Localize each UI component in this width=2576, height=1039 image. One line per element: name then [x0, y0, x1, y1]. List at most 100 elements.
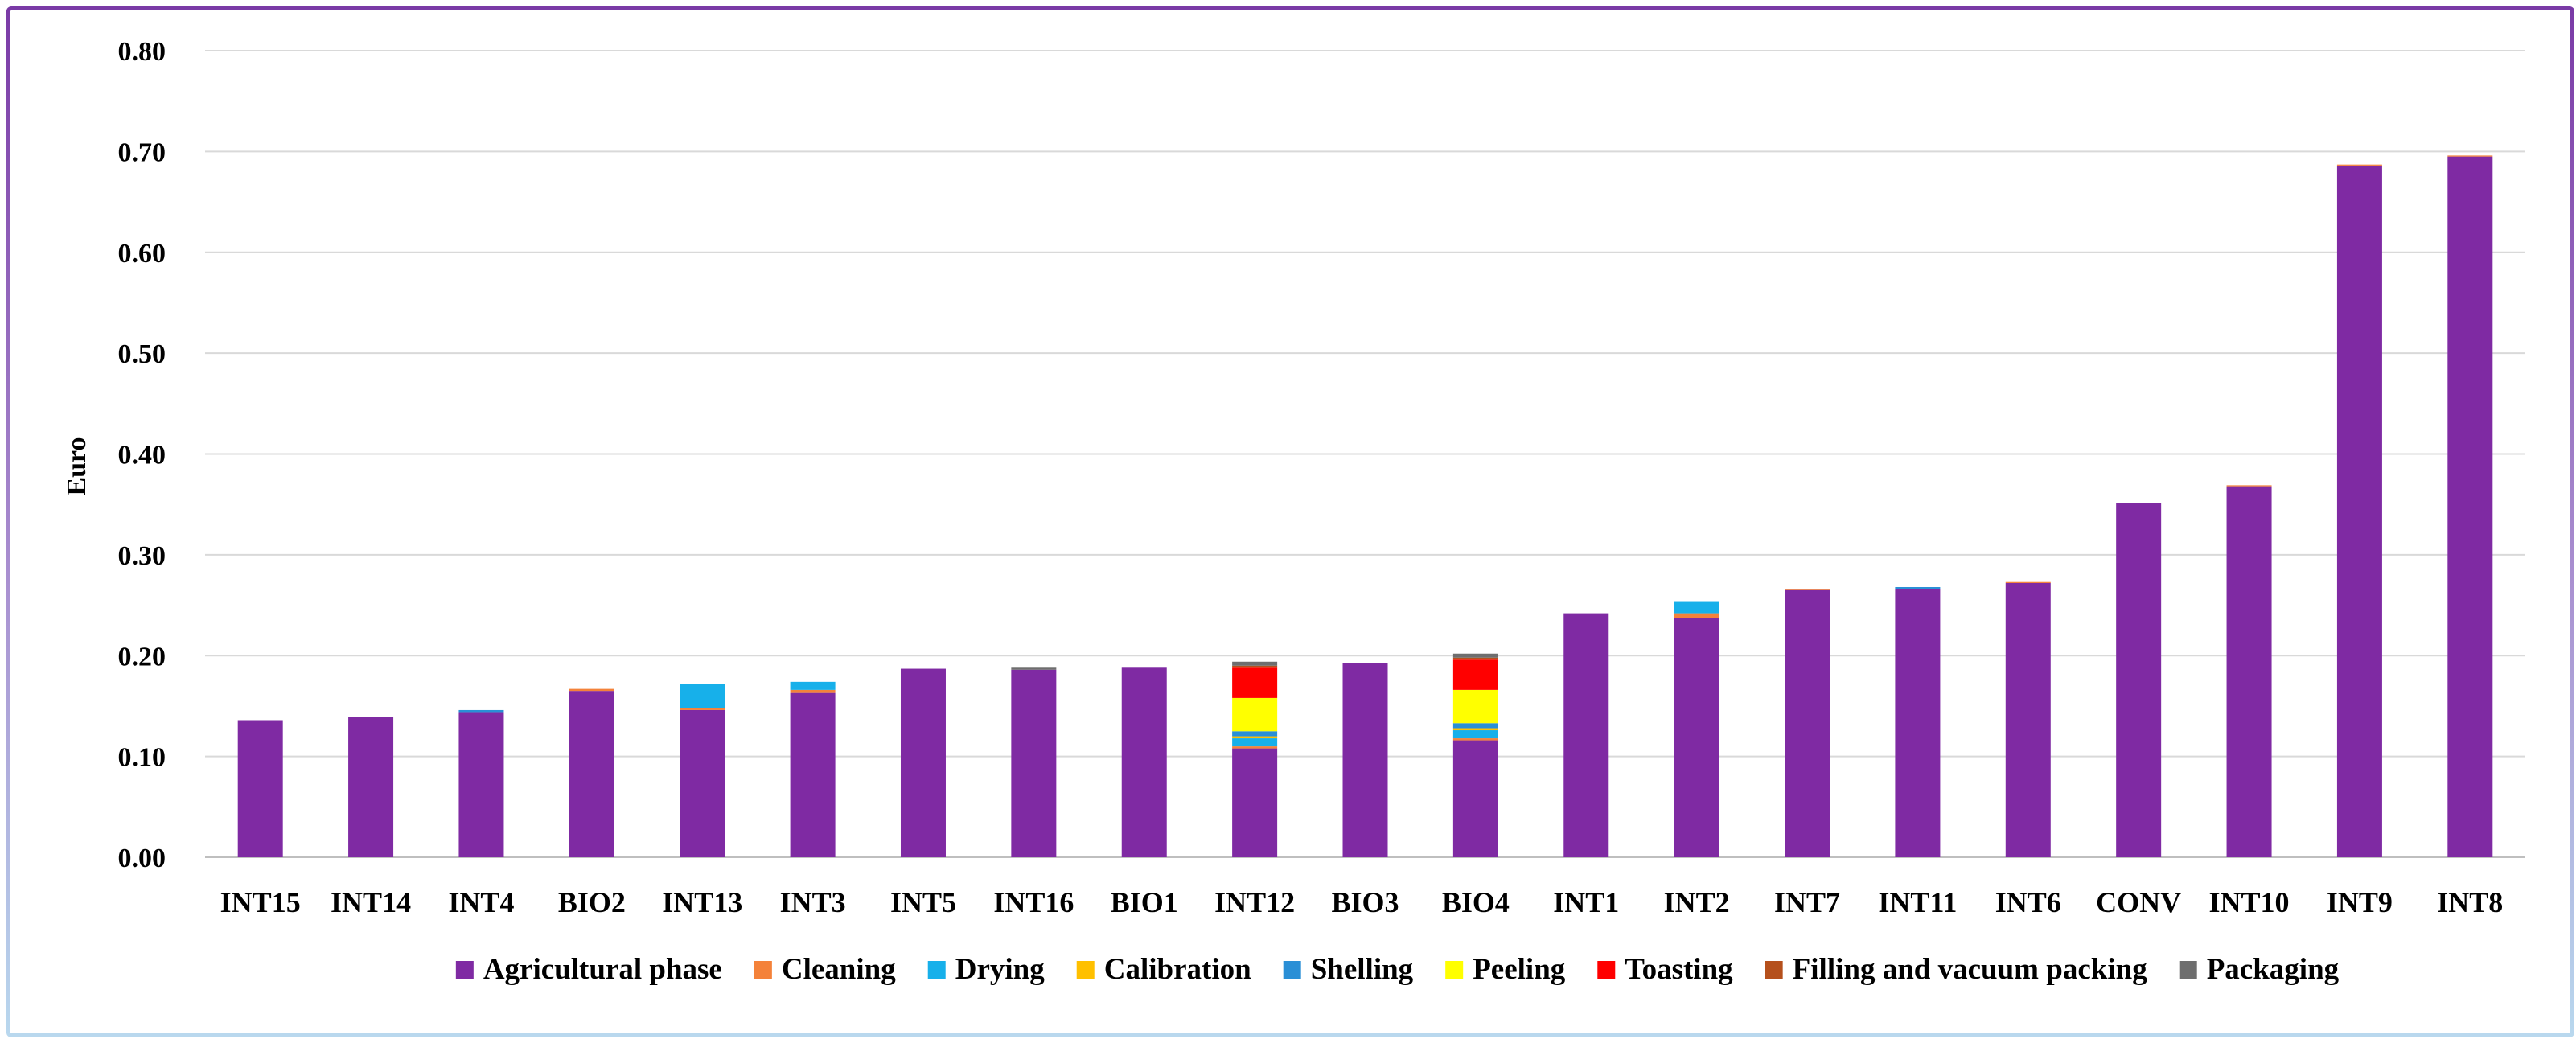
bar-segment-agricultural-phase: [2447, 156, 2493, 858]
bar-stack: [1342, 663, 1388, 857]
bar-segment-drying: [1452, 730, 1498, 739]
x-tick-label: BIO4: [1442, 886, 1510, 918]
bar-segment-cleaning: [2447, 155, 2493, 157]
legend-item: Filling and vacuum packing: [1765, 953, 2147, 986]
bar-stack: [680, 684, 725, 857]
bar-segment-agricultural-phase: [1452, 740, 1498, 857]
x-tick-label: INT5: [890, 886, 956, 918]
bar-segment-agricultural-phase: [1674, 618, 1719, 857]
x-tick-label: INT7: [1774, 886, 1840, 918]
bar-segment-shelling: [1232, 731, 1278, 737]
bar-segment-agricultural-phase: [1563, 613, 1609, 857]
y-tick-label: 0.30: [118, 541, 166, 571]
x-tick-label: BIO3: [1331, 886, 1399, 918]
legend-label: Toasting: [1625, 953, 1733, 986]
legend-swatch: [1076, 961, 1095, 979]
bar-segment-cleaning: [1452, 738, 1498, 741]
bar-stack: [2005, 581, 2051, 857]
x-tick-label: INT15: [220, 886, 301, 918]
legend-label: Agricultural phase: [483, 953, 722, 986]
legend-swatch: [1283, 961, 1301, 979]
x-tick-label: INT8: [2437, 886, 2503, 918]
legend-item: Cleaning: [754, 953, 896, 986]
x-tick-label: INT13: [662, 886, 742, 918]
bar-segment-agricultural-phase: [237, 720, 283, 857]
bar-segment-shelling: [1895, 586, 1941, 589]
bar-segment-agricultural-phase: [569, 691, 614, 857]
bar-stack: [1121, 667, 1167, 857]
bar-segment-shelling: [458, 709, 504, 713]
bar-segment-cleaning: [1674, 613, 1719, 618]
legend-swatch: [754, 961, 772, 979]
bar-segment-drying: [1232, 738, 1278, 747]
bar-stack: [2226, 485, 2272, 857]
x-tick-label: INT16: [993, 886, 1074, 918]
bar-stack: [2336, 164, 2382, 858]
y-tick-label: 0.60: [118, 239, 166, 269]
bar-stack: [790, 681, 836, 857]
legend-swatch: [1597, 961, 1616, 979]
legend-item: Calibration: [1076, 953, 1251, 986]
bar-segment-peeling: [1452, 689, 1498, 724]
legend-item: Agricultural phase: [455, 953, 722, 986]
x-tick-label: BIO2: [558, 886, 626, 918]
bar-stack: [237, 720, 283, 857]
y-axis-label: Euro: [62, 437, 92, 495]
bar-segment-drying: [1674, 601, 1719, 614]
x-tick-label: CONV: [2096, 886, 2181, 918]
bar-segment-agricultural-phase: [2336, 165, 2382, 858]
x-tick-labels: INT15 INT14 INT4 BIO2 INT13 INT3 INT5 INT16 BIO1…: [220, 886, 2504, 918]
bar-segment-cleaning: [2005, 581, 2051, 583]
x-tick-label: INT12: [1214, 886, 1295, 918]
y-tick-label: 0.70: [118, 138, 166, 167]
bar-segment-peeling: [1232, 697, 1278, 732]
legend-item: Packaging: [2179, 953, 2340, 986]
y-tick-label: 0.00: [118, 844, 166, 873]
bar-segment-shelling: [1452, 723, 1498, 729]
bar-stack: [2116, 503, 2162, 857]
bar-segment-packaging: [1232, 661, 1278, 666]
x-tick-label: BIO1: [1111, 886, 1178, 918]
bar-segment-toasting: [1232, 667, 1278, 698]
bar-segment-filling-and-vacuum-packing: [1452, 657, 1498, 660]
bar-stack: [1674, 601, 1719, 857]
bar-segment-agricultural-phase: [1011, 669, 1057, 857]
legend-label: Cleaning: [782, 953, 896, 986]
bar-segment-agricultural-phase: [1785, 589, 1830, 857]
bar-stack: [348, 717, 394, 857]
y-tick-label: 0.80: [118, 37, 166, 67]
bar-segment-agricultural-phase: [680, 709, 725, 857]
bar-segment-drying: [790, 681, 836, 690]
legend-item: Peeling: [1445, 953, 1566, 986]
legend-swatch: [2179, 961, 2197, 979]
x-tick-label: INT1: [1553, 886, 1619, 918]
legend-label: Packaging: [2207, 953, 2340, 986]
bar-segment-agricultural-phase: [900, 668, 946, 857]
bar-segment-agricultural-phase: [348, 717, 394, 857]
bar-segment-agricultural-phase: [790, 692, 836, 857]
legend-swatch: [1445, 961, 1464, 979]
bar-segment-filling-and-vacuum-packing: [1232, 665, 1278, 668]
bar-stack: [1452, 653, 1498, 857]
legend-item: Shelling: [1283, 953, 1414, 986]
bar-segment-agricultural-phase: [2116, 503, 2162, 857]
bar-segment-agricultural-phase: [1342, 663, 1388, 857]
bar-stack: [1895, 586, 1941, 857]
legend-swatch: [455, 961, 474, 979]
bar-segment-calibration: [1232, 736, 1278, 739]
bar-segment-packaging: [1452, 653, 1498, 658]
bar-segment-agricultural-phase: [1232, 748, 1278, 857]
x-tick-label: INT10: [2209, 886, 2290, 918]
legend-item: Drying: [927, 953, 1045, 986]
legend-label: Shelling: [1311, 953, 1414, 986]
legend: Agricultural phase Cleaning Drying Calibrat…: [455, 953, 2340, 986]
bar-segment-agricultural-phase: [2226, 486, 2272, 857]
legend-label: Calibration: [1104, 953, 1251, 986]
bar-segment-packaging: [1011, 667, 1057, 670]
bar-segment-cleaning: [569, 688, 614, 692]
bar-stack: [1232, 661, 1278, 857]
bar-segment-calibration: [1452, 728, 1498, 731]
legend-item: Toasting: [1597, 953, 1733, 986]
bar-segment-agricultural-phase: [1895, 589, 1941, 857]
